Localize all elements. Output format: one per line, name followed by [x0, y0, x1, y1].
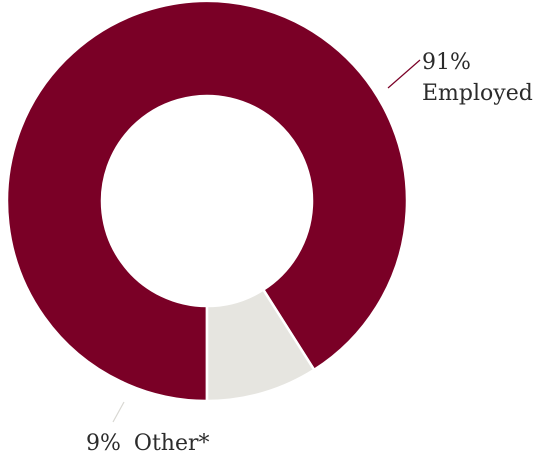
other-label: 9% Other* [86, 431, 210, 456]
leader-line-other [112, 401, 125, 423]
slice-employed [5, 0, 409, 403]
slices-group [5, 0, 409, 403]
employed-name-label: Employed [422, 81, 533, 106]
slice-other [205, 287, 316, 403]
other-name-label: Other* [134, 431, 210, 456]
other-percent-label: 9% [86, 431, 121, 456]
leader-line-employed [387, 59, 421, 89]
employed-percent-label: 91% [422, 50, 471, 75]
